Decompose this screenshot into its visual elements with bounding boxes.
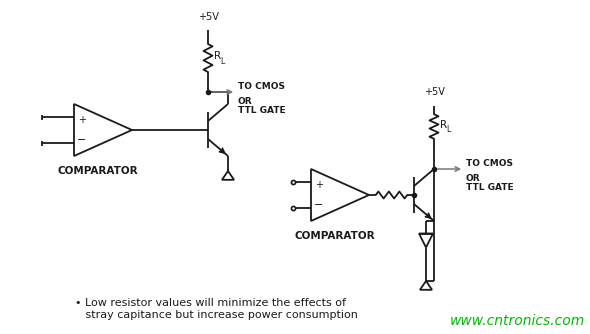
- Text: −: −: [77, 135, 87, 145]
- Text: L: L: [220, 56, 224, 65]
- Text: −: −: [314, 200, 324, 210]
- Text: TTL GATE: TTL GATE: [466, 183, 514, 192]
- Text: TTL GATE: TTL GATE: [238, 106, 286, 115]
- Text: +: +: [78, 115, 86, 125]
- Text: COMPARATOR: COMPARATOR: [58, 166, 138, 176]
- Text: R: R: [440, 120, 447, 130]
- Text: • Low resistor values will minimize the effects of: • Low resistor values will minimize the …: [75, 298, 346, 308]
- Text: www.cntronics.com: www.cntronics.com: [450, 314, 585, 328]
- Text: OR: OR: [466, 174, 481, 183]
- Text: +: +: [315, 180, 323, 190]
- Text: +5V: +5V: [424, 87, 444, 97]
- Text: L: L: [446, 125, 450, 134]
- Text: stray capitance but increase power consumption: stray capitance but increase power consu…: [75, 310, 358, 320]
- Text: TO CMOS: TO CMOS: [466, 159, 513, 168]
- Text: +5V: +5V: [198, 12, 218, 22]
- Text: R: R: [214, 51, 221, 61]
- Text: COMPARATOR: COMPARATOR: [294, 231, 375, 241]
- Text: TO CMOS: TO CMOS: [238, 82, 285, 91]
- Text: OR: OR: [238, 97, 253, 106]
